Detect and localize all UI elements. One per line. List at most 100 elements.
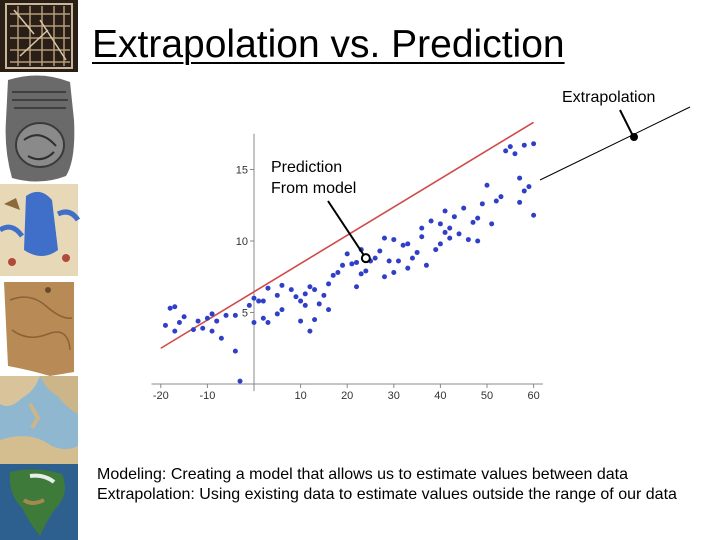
- data-point: [456, 231, 462, 237]
- data-point: [442, 229, 448, 235]
- data-point: [451, 214, 457, 220]
- data-point: [223, 312, 229, 318]
- data-point: [423, 262, 429, 268]
- data-point: [232, 348, 238, 354]
- side-image-strip: [0, 0, 80, 540]
- data-point: [190, 327, 196, 333]
- data-point: [302, 302, 308, 308]
- data-point: [461, 205, 467, 211]
- x-tick-label: -20: [153, 390, 169, 402]
- data-point: [531, 141, 537, 147]
- data-point: [419, 225, 425, 231]
- x-tick-label: 40: [434, 390, 446, 402]
- data-point: [172, 328, 178, 334]
- data-point: [470, 219, 476, 225]
- data-point: [340, 262, 346, 268]
- data-point: [521, 142, 527, 148]
- data-point: [307, 284, 313, 290]
- prediction-label-line-1: Prediction: [271, 159, 343, 176]
- data-point: [316, 301, 322, 307]
- data-point: [307, 328, 313, 334]
- data-point: [349, 261, 355, 267]
- data-point: [405, 241, 411, 247]
- prediction-arrow: [327, 200, 365, 256]
- data-point: [321, 292, 327, 298]
- data-point: [330, 272, 336, 278]
- data-point: [512, 151, 518, 157]
- data-point: [162, 322, 168, 328]
- data-point: [391, 269, 397, 275]
- data-point: [279, 282, 285, 288]
- data-point: [274, 311, 280, 317]
- data-point: [298, 318, 304, 324]
- data-point: [251, 320, 257, 326]
- data-point: [335, 269, 341, 275]
- clay-tablet-map-image: [0, 72, 78, 184]
- data-point: [489, 221, 495, 227]
- data-point: [475, 238, 481, 244]
- extrapolation-label: Extrapolation: [562, 89, 656, 106]
- data-point: [181, 314, 187, 320]
- data-point: [517, 199, 523, 205]
- data-point: [498, 194, 504, 200]
- data-point: [405, 265, 411, 271]
- data-point: [218, 335, 224, 341]
- data-point: [437, 221, 443, 227]
- x-tick-label: 20: [341, 390, 353, 402]
- x-tick-label: 10: [294, 390, 306, 402]
- data-point: [251, 295, 257, 301]
- x-tick-label: 50: [481, 390, 493, 402]
- extrapolation-line: [539, 106, 691, 181]
- y-tick-label: 15: [236, 165, 248, 177]
- data-point: [358, 271, 364, 277]
- data-point: [256, 298, 262, 304]
- bullet-modeling: Modeling: Creating a model that allows u…: [97, 466, 628, 483]
- data-point: [465, 237, 471, 243]
- data-point: [354, 284, 360, 290]
- y-tick-label: 5: [242, 308, 248, 320]
- data-point: [479, 201, 485, 207]
- data-point: [447, 235, 453, 241]
- bullet-extrapolation: Extrapolation: Using existing data to es…: [97, 486, 677, 503]
- data-point: [302, 291, 308, 297]
- slide-title: Extrapolation vs. Prediction: [92, 23, 565, 66]
- data-point: [414, 249, 420, 255]
- medieval-map-image: [0, 184, 80, 276]
- data-point: [386, 258, 392, 264]
- data-point: [312, 317, 318, 323]
- data-point: [442, 208, 448, 214]
- data-point: [377, 248, 383, 254]
- data-point: [312, 287, 318, 293]
- data-point: [232, 312, 238, 318]
- data-point: [475, 215, 481, 221]
- data-point: [326, 307, 332, 313]
- data-point: [260, 298, 266, 304]
- data-point: [326, 281, 332, 287]
- extrapolation-arrow: [619, 109, 634, 137]
- ancient-grid-map-image: [0, 0, 78, 72]
- data-point: [391, 237, 397, 243]
- data-point: [209, 328, 215, 334]
- data-point: [176, 320, 182, 326]
- data-point: [167, 305, 173, 311]
- y-tick-label: 10: [236, 236, 248, 248]
- data-point: [447, 225, 453, 231]
- mediterranean-map-image: [0, 376, 78, 464]
- data-point: [428, 218, 434, 224]
- data-point: [237, 378, 243, 384]
- data-point: [521, 188, 527, 194]
- regression-line: [160, 121, 535, 349]
- satellite-north-america-image: [0, 464, 78, 540]
- data-point: [381, 235, 387, 241]
- prediction-label-line-2: From model: [271, 180, 357, 197]
- data-point: [372, 255, 378, 261]
- parchment-map-image: [0, 276, 78, 376]
- data-point: [400, 242, 406, 248]
- data-point: [493, 198, 499, 204]
- data-point: [526, 184, 532, 190]
- data-point: [260, 315, 266, 321]
- prediction-marker: [360, 253, 371, 264]
- x-tick-label: 60: [527, 390, 539, 402]
- data-point: [265, 320, 271, 326]
